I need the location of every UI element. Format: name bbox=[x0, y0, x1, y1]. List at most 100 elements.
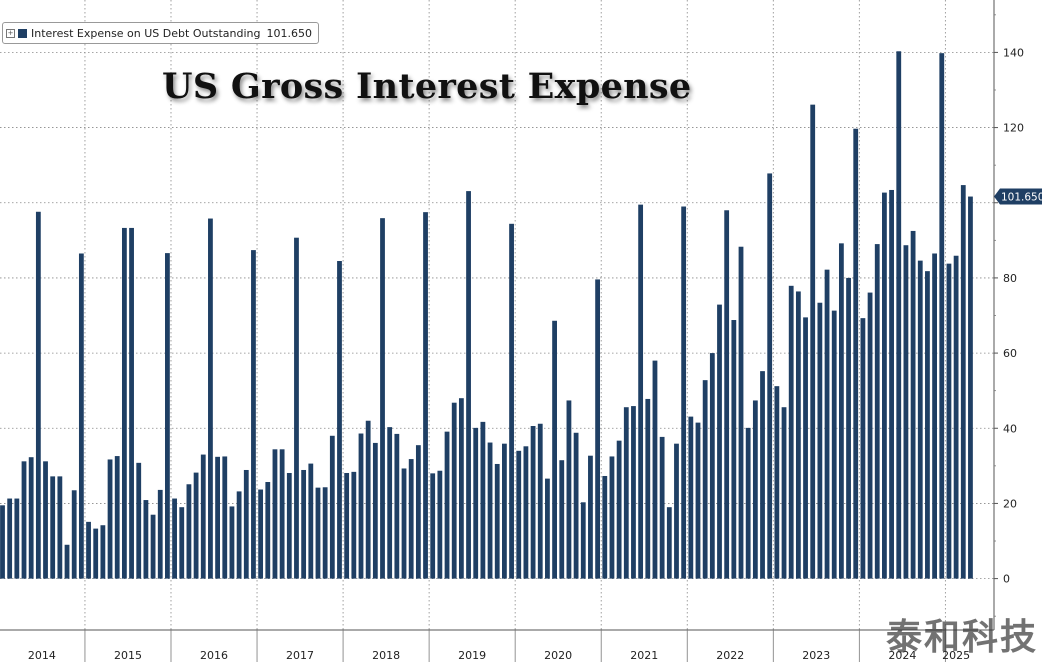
bar bbox=[968, 196, 973, 579]
bar bbox=[186, 484, 192, 579]
bar bbox=[752, 400, 758, 579]
bar bbox=[315, 487, 321, 579]
bar bbox=[215, 456, 220, 579]
bar bbox=[516, 450, 522, 579]
bar bbox=[523, 446, 529, 579]
bar bbox=[372, 442, 378, 579]
bar bbox=[502, 443, 507, 579]
bar bbox=[674, 443, 679, 579]
bar bbox=[803, 317, 808, 579]
bar bbox=[136, 462, 142, 579]
bar bbox=[645, 398, 651, 579]
bar bbox=[86, 521, 91, 579]
bar bbox=[358, 433, 364, 579]
bar bbox=[236, 491, 242, 579]
bar bbox=[21, 461, 27, 579]
last-value-box bbox=[994, 188, 1042, 205]
bar bbox=[932, 253, 937, 579]
bar bbox=[623, 407, 629, 579]
bar bbox=[200, 454, 206, 579]
y-tick-label: 120 bbox=[1003, 122, 1024, 135]
bar bbox=[480, 421, 486, 579]
bar bbox=[415, 445, 421, 579]
bar bbox=[344, 472, 350, 579]
last-value-label: 101.650 bbox=[1001, 192, 1042, 204]
bar bbox=[114, 456, 120, 579]
bar bbox=[530, 426, 536, 579]
bar bbox=[57, 476, 63, 579]
bar bbox=[107, 459, 113, 579]
bar bbox=[602, 475, 608, 579]
bar bbox=[638, 204, 644, 579]
bar bbox=[423, 212, 428, 579]
bar bbox=[917, 260, 923, 579]
bar bbox=[681, 206, 687, 579]
x-tick-label: 2024 bbox=[888, 649, 916, 662]
bar bbox=[351, 471, 357, 579]
bar bbox=[437, 470, 443, 579]
bar bbox=[430, 473, 436, 579]
legend[interactable]: + Interest Expense on US Debt Outstandin… bbox=[2, 22, 320, 44]
y-tick-label: 140 bbox=[1003, 46, 1024, 59]
bar bbox=[795, 291, 801, 579]
y-tick-label: 20 bbox=[1003, 497, 1017, 510]
bar bbox=[702, 380, 708, 579]
x-tick-label: 2018 bbox=[372, 649, 400, 662]
bar bbox=[659, 436, 665, 579]
y-tick-label: 40 bbox=[1003, 422, 1017, 435]
x-tick-label: 2020 bbox=[544, 649, 572, 662]
bar bbox=[781, 407, 787, 579]
bar bbox=[165, 253, 170, 579]
x-tick-label: 2017 bbox=[286, 649, 314, 662]
bar bbox=[774, 386, 780, 579]
x-tick-label: 2025 bbox=[942, 649, 970, 662]
bar bbox=[767, 173, 773, 579]
bar bbox=[853, 128, 859, 579]
bar bbox=[588, 455, 593, 579]
legend-swatch bbox=[18, 28, 27, 38]
bar bbox=[695, 422, 701, 579]
bar bbox=[286, 472, 292, 579]
x-tick-label: 2014 bbox=[28, 649, 56, 662]
y-tick-label: 60 bbox=[1003, 347, 1017, 360]
bar bbox=[860, 318, 866, 579]
x-tick-label: 2019 bbox=[458, 649, 486, 662]
bar bbox=[394, 433, 400, 579]
legend-last-value: 101.650 bbox=[266, 26, 313, 40]
y-tick-label: 80 bbox=[1003, 272, 1017, 285]
bar bbox=[559, 460, 565, 579]
bar bbox=[824, 269, 830, 579]
bar bbox=[724, 210, 730, 579]
bar bbox=[874, 244, 880, 579]
bar bbox=[258, 489, 264, 579]
bars bbox=[0, 51, 973, 579]
bar bbox=[953, 255, 959, 579]
bar bbox=[129, 227, 134, 579]
bar bbox=[150, 514, 156, 579]
bar bbox=[631, 406, 636, 579]
bar bbox=[595, 279, 601, 579]
bar bbox=[738, 246, 744, 579]
bar bbox=[329, 435, 335, 579]
bar bbox=[688, 416, 694, 579]
bar bbox=[208, 218, 213, 579]
bar bbox=[466, 191, 471, 579]
bar bbox=[121, 227, 127, 579]
watermark: 泰和科技 bbox=[885, 617, 1038, 658]
last-value-tag: 101.650 bbox=[994, 188, 1042, 205]
bar bbox=[71, 490, 77, 579]
bar bbox=[709, 353, 715, 579]
bar bbox=[172, 498, 177, 579]
bar bbox=[64, 544, 70, 579]
bar bbox=[229, 506, 235, 579]
expand-icon[interactable]: + bbox=[6, 28, 15, 38]
bar bbox=[731, 320, 737, 579]
x-tick-label: 2022 bbox=[716, 649, 744, 662]
x-tick-label: 2016 bbox=[200, 649, 228, 662]
bar bbox=[760, 371, 765, 579]
bar bbox=[810, 104, 816, 579]
bar bbox=[157, 489, 163, 579]
bar bbox=[566, 400, 572, 579]
bar bbox=[552, 320, 557, 579]
bar bbox=[7, 498, 13, 579]
